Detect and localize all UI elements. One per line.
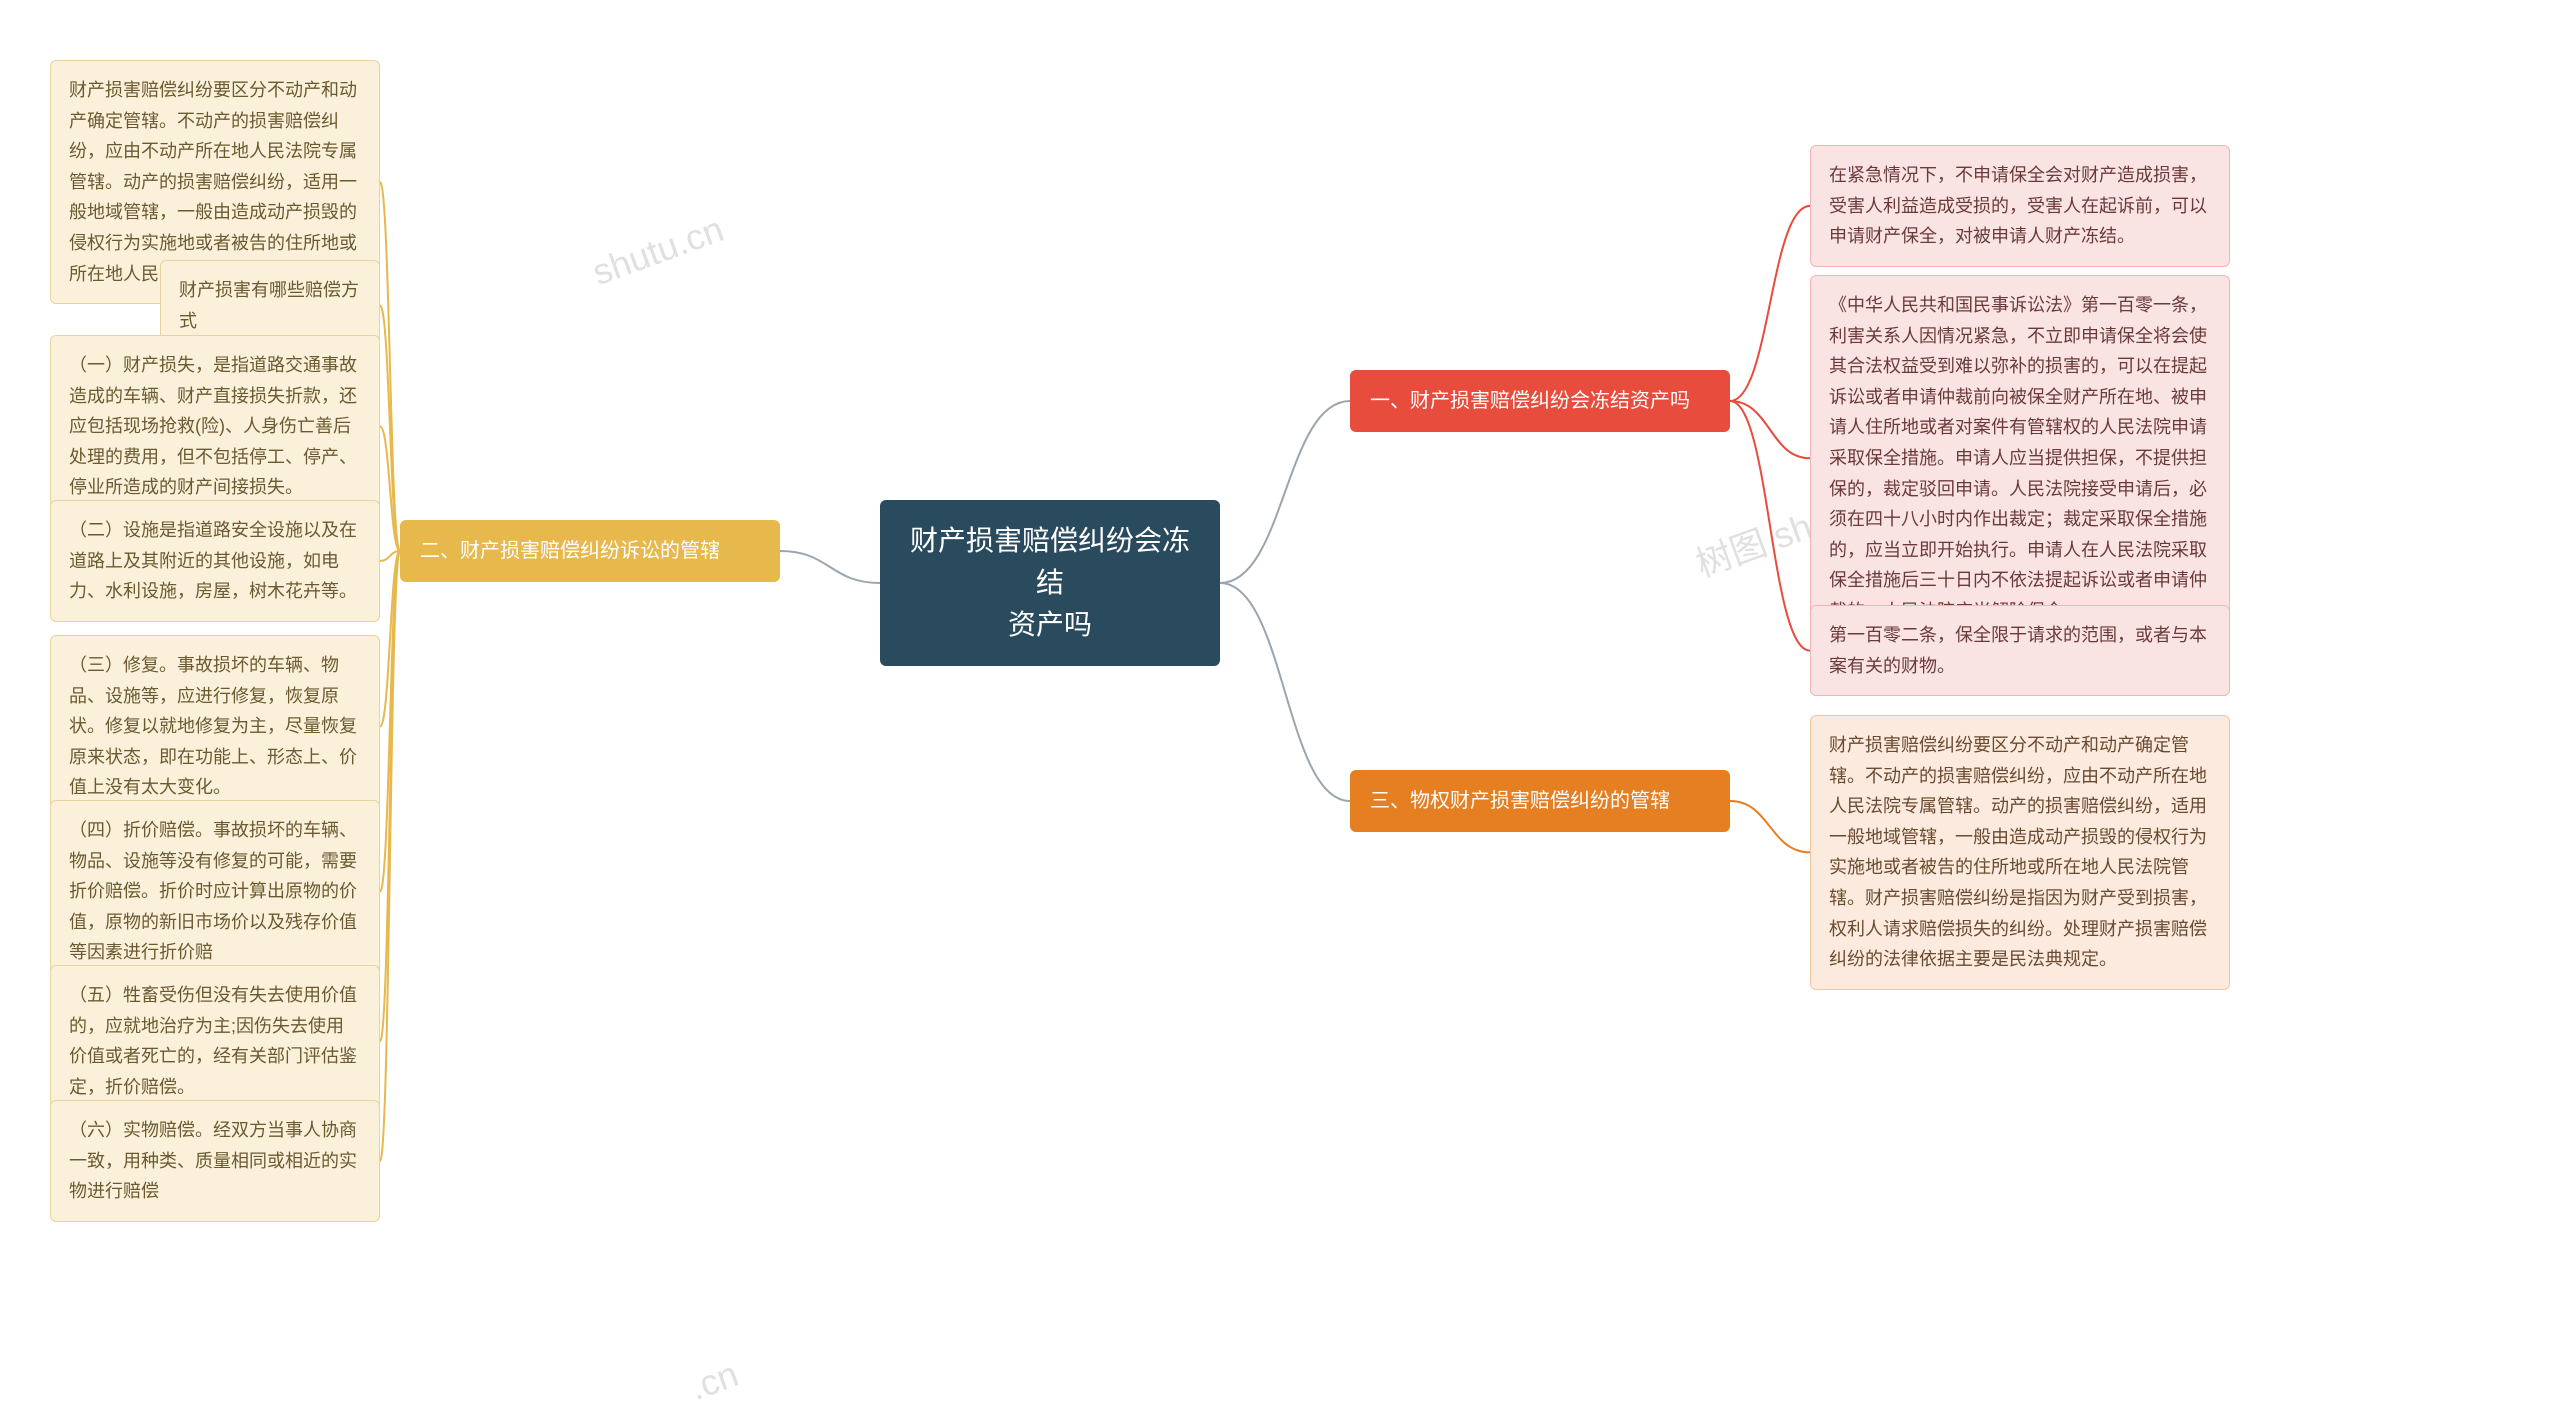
branch-node-b2[interactable]: 二、财产损害赔偿纠纷诉讼的管辖 <box>400 520 780 582</box>
leaf-node-b3-0[interactable]: 财产损害赔偿纠纷要区分不动产和动产确定管辖。不动产的损害赔偿纠纷，应由不动产所在… <box>1810 715 2230 990</box>
leaf-node-b2-5[interactable]: （四）折价赔偿。事故损坏的车辆、物品、设施等没有修复的可能，需要折价赔偿。折价时… <box>50 800 380 983</box>
root-node[interactable]: 财产损害赔偿纠纷会冻结资产吗 <box>880 500 1220 666</box>
leaf-node-b2-7[interactable]: （六）实物赔偿。经双方当事人协商一致，用种类、质量相同或相近的实物进行赔偿 <box>50 1100 380 1222</box>
leaf-node-b1-2[interactable]: 第一百零二条，保全限于请求的范围，或者与本案有关的财物。 <box>1810 605 2230 696</box>
leaf-node-b1-1[interactable]: 《中华人民共和国民事诉讼法》第一百零一条，利害关系人因情况紧急，不立即申请保全将… <box>1810 275 2230 642</box>
branch-node-b1[interactable]: 一、财产损害赔偿纠纷会冻结资产吗 <box>1350 370 1730 432</box>
mindmap-container: 财产损害赔偿纠纷会冻结资产吗 一、财产损害赔偿纠纷会冻结资产吗 在紧急情况下，不申… <box>0 0 2560 1396</box>
root-title-line: 财产损害赔偿纠纷会冻结 <box>906 520 1194 604</box>
leaf-node-b2-2[interactable]: （一）财产损失，是指道路交通事故造成的车辆、财产直接损失折款，还应包括现场抢救(… <box>50 335 380 518</box>
leaf-node-b2-4[interactable]: （三）修复。事故损坏的车辆、物品、设施等，应进行修复，恢复原状。修复以就地修复为… <box>50 635 380 818</box>
branch-node-b3[interactable]: 三、物权财产损害赔偿纠纷的管辖 <box>1350 770 1730 832</box>
leaf-node-b2-6[interactable]: （五）牲畜受伤但没有失去使用价值的，应就地治疗为主;因伤失去使用价值或者死亡的，… <box>50 965 380 1117</box>
leaf-node-b2-3[interactable]: （二）设施是指道路安全设施以及在道路上及其附近的其他设施，如电力、水利设施，房屋… <box>50 500 380 622</box>
leaf-node-b1-0[interactable]: 在紧急情况下，不申请保全会对财产造成损害，受害人利益造成受损的，受害人在起诉前，… <box>1810 145 2230 267</box>
root-title-line: 资产吗 <box>906 604 1194 646</box>
